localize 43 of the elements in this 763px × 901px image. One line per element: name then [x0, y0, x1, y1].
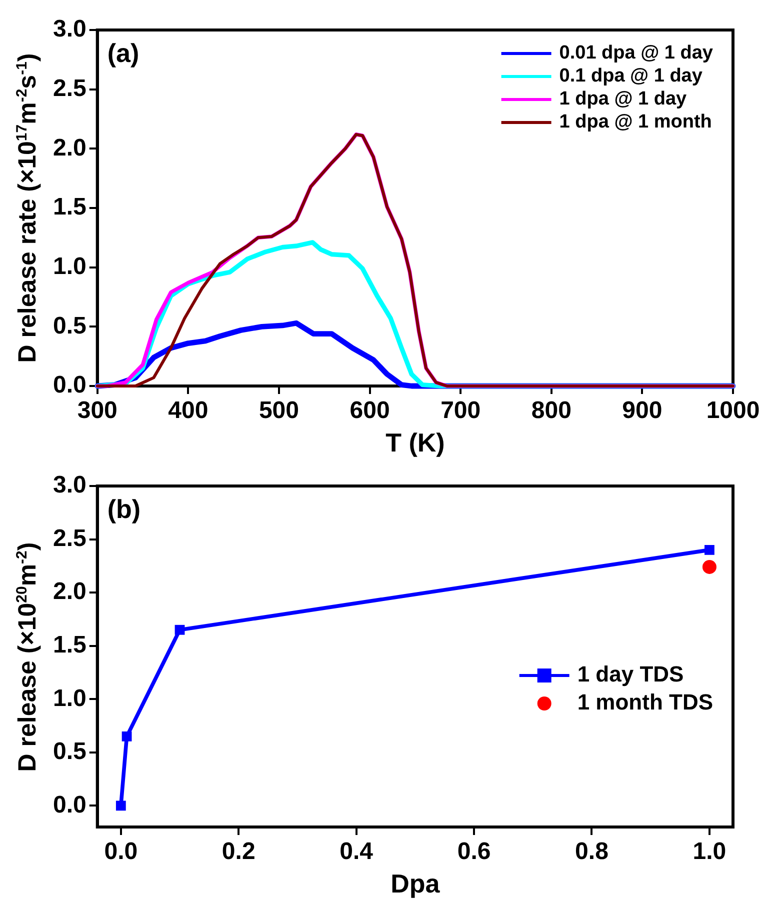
y-tick-label: 3.0	[52, 472, 86, 499]
legend-label: 1 dpa @ 1 day	[559, 88, 688, 110]
x-tick-label: 900	[622, 397, 662, 424]
x-tick-label: 300	[77, 397, 118, 424]
y-tick-label: 2.5	[52, 74, 86, 102]
y-tick-label: 0.0	[52, 372, 86, 399]
legend-label: 1 day TDS	[577, 662, 684, 687]
y-tick-label: 0.5	[52, 312, 86, 340]
x-tick-label: 500	[258, 397, 299, 424]
legend-label: 0.1 dpa @ 1 day	[559, 66, 703, 87]
x-tick-label: 0.6	[457, 838, 491, 866]
point	[704, 544, 714, 555]
point	[174, 624, 185, 635]
x-tick-label: 0.8	[575, 838, 608, 866]
legend-label: 1 dpa @ 1 month	[559, 112, 712, 133]
point	[116, 800, 126, 811]
x-axis-title: Dpa	[390, 868, 440, 899]
point	[702, 560, 716, 574]
x-tick-label: 0.0	[104, 838, 138, 866]
x-tick-label: 400	[168, 397, 208, 424]
x-tick-label: 700	[440, 397, 481, 424]
y-tick-label: 1.5	[52, 194, 86, 221]
y-tick-label: 1.5	[52, 631, 86, 658]
y-tick-label: 0.5	[52, 738, 86, 766]
y-tick-label: 2.0	[52, 134, 86, 162]
legend-label: 1 month TDS	[577, 690, 714, 715]
x-tick-label: 1000	[706, 397, 760, 424]
point	[122, 731, 132, 742]
y-tick-label: 2.0	[52, 578, 86, 606]
x-axis-title: T (K)	[386, 428, 445, 458]
x-tick-label: 0.4	[340, 838, 374, 866]
y-tick-label: 1.0	[52, 684, 86, 712]
y-tick-label: 2.5	[52, 524, 86, 552]
annotation: (b)	[107, 494, 141, 524]
x-tick-label: 1.0	[692, 838, 726, 866]
legend-label: 0.01 dpa @ 1 day	[559, 42, 714, 64]
y-tick-label: 1.0	[52, 252, 86, 280]
annotation: (a)	[107, 38, 140, 68]
x-tick-label: 0.2	[222, 838, 256, 866]
y-tick-label: 0.0	[52, 791, 86, 818]
x-tick-label: 600	[350, 397, 390, 424]
y-tick-label: 3.0	[52, 16, 86, 43]
x-tick-label: 800	[531, 397, 572, 424]
